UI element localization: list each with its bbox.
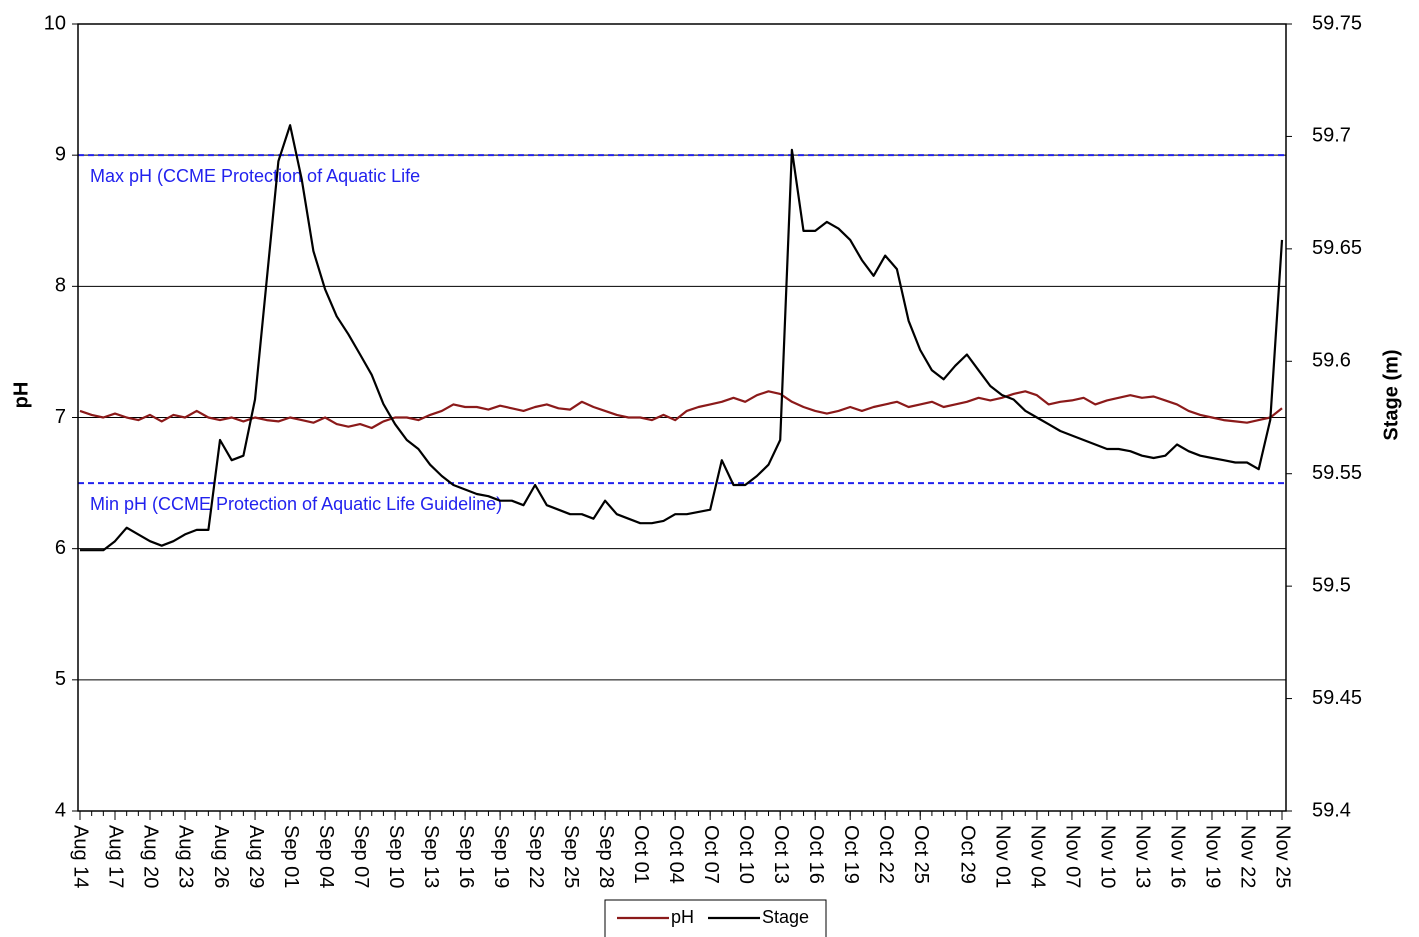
x-tick-label: Oct 07 bbox=[700, 825, 722, 884]
x-tick-label: Nov 25 bbox=[1272, 825, 1294, 888]
x-tick-label: Aug 20 bbox=[140, 825, 162, 888]
y2-tick-label: 59.75 bbox=[1312, 12, 1362, 34]
x-tick-label: Nov 16 bbox=[1167, 825, 1189, 888]
y2-tick-label: 59.45 bbox=[1312, 687, 1362, 709]
x-tick-label: Nov 13 bbox=[1132, 825, 1154, 888]
x-tick-label: Sep 16 bbox=[455, 825, 477, 888]
y-axis-title: pH bbox=[10, 382, 32, 409]
y2-tick-label: 59.7 bbox=[1312, 125, 1351, 147]
legend-label: Stage bbox=[762, 907, 809, 927]
x-tick-label: Aug 29 bbox=[245, 825, 267, 888]
y2-tick-label: 59.65 bbox=[1312, 237, 1362, 259]
x-tick-label: Sep 01 bbox=[280, 825, 302, 888]
x-tick-label: Oct 16 bbox=[805, 825, 827, 884]
x-tick-label: Sep 13 bbox=[420, 825, 442, 888]
y-tick-label: 6 bbox=[55, 537, 66, 559]
x-tick-label: Oct 19 bbox=[840, 825, 862, 884]
x-tick-label: Aug 14 bbox=[70, 825, 92, 888]
x-tick-label: Aug 23 bbox=[175, 825, 197, 888]
x-tick-label: Oct 22 bbox=[875, 825, 897, 884]
plot-frame bbox=[77, 23, 1287, 812]
y-tick-label: 5 bbox=[55, 668, 66, 690]
y-tick-label: 4 bbox=[55, 799, 66, 821]
x-tick-label: Sep 04 bbox=[315, 825, 337, 888]
y2-tick-label: 59.5 bbox=[1312, 574, 1351, 596]
x-tick-label: Oct 29 bbox=[957, 825, 979, 884]
x-tick-label: Oct 10 bbox=[735, 825, 757, 884]
x-tick-label: Oct 01 bbox=[630, 825, 652, 884]
x-tick-label: Oct 04 bbox=[665, 825, 687, 884]
x-tick-label: Nov 01 bbox=[992, 825, 1014, 888]
y2-tick-label: 59.4 bbox=[1312, 799, 1351, 821]
x-tick-label: Aug 17 bbox=[105, 825, 127, 888]
reference-label: Min pH (CCME Protection of Aquatic Life … bbox=[90, 494, 502, 514]
x-tick-label: Nov 04 bbox=[1027, 825, 1049, 888]
x-tick-label: Sep 19 bbox=[490, 825, 512, 888]
x-tick-label: Oct 25 bbox=[910, 825, 932, 884]
y-tick-label: 8 bbox=[55, 275, 66, 297]
y-tick-label: 7 bbox=[55, 406, 66, 428]
x-tick-label: Sep 10 bbox=[385, 825, 407, 888]
x-tick-label: Nov 10 bbox=[1097, 825, 1119, 888]
reference-label: Max pH (CCME Protection of Aquatic Life bbox=[90, 166, 420, 186]
x-tick-label: Sep 25 bbox=[560, 825, 582, 888]
y-tick-label: 9 bbox=[55, 143, 66, 165]
x-tick-label: Aug 26 bbox=[210, 825, 232, 888]
series-line bbox=[80, 124, 1284, 552]
y2-tick-label: 59.55 bbox=[1312, 462, 1362, 484]
x-tick-label: Sep 22 bbox=[525, 825, 547, 888]
x-tick-label: Sep 07 bbox=[350, 825, 372, 888]
x-tick-label: Oct 13 bbox=[770, 825, 792, 884]
legend-label: pH bbox=[671, 907, 694, 927]
series-line bbox=[79, 390, 1283, 430]
x-tick-label: Sep 28 bbox=[595, 825, 617, 888]
y-tick-label: 10 bbox=[44, 12, 66, 34]
y2-tick-label: 59.6 bbox=[1312, 350, 1351, 372]
y2-axis-title: Stage (m) bbox=[1380, 349, 1402, 440]
x-tick-label: Nov 07 bbox=[1062, 825, 1084, 888]
x-tick-label: Nov 22 bbox=[1237, 825, 1259, 888]
x-tick-label: Nov 19 bbox=[1202, 825, 1224, 888]
